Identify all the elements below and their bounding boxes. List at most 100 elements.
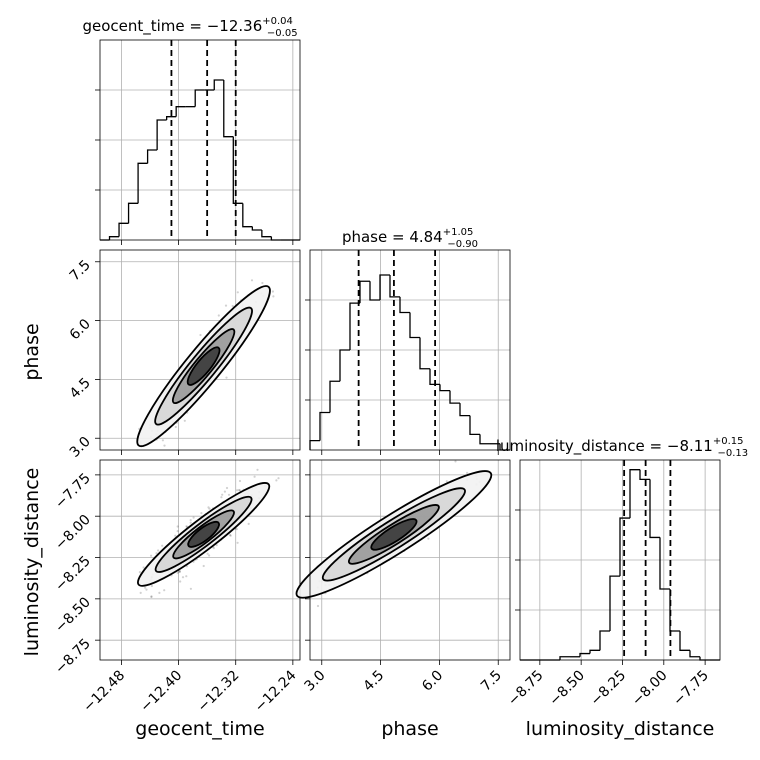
pair-geocent_time-luminosity_distance-sample-351 — [176, 525, 179, 528]
histogram-luminosity-distance: −8.75 −8.50 −8.25 −8.00 −7.75 — [505, 459, 721, 710]
hist-geocent_time-bin-4 — [137, 162, 148, 204]
pair-geocent_time-luminosity_distance-yticklabel-1: −8.50 — [52, 594, 94, 636]
pair-geocent_time-luminosity_distance-sample-124 — [212, 547, 215, 550]
hist-phase-bin-10 — [409, 312, 420, 339]
pair-geocent_time-luminosity_distance-sample-333 — [150, 595, 153, 599]
hist-luminosity_distance-frame — [519, 459, 721, 661]
pair-geocent_time-luminosity_distance-sample-148 — [235, 528, 238, 531]
pair-phase-luminosity_distance-contour-3 — [370, 518, 418, 551]
pair-phase-luminosity_distance-sample-333 — [316, 604, 320, 608]
pair-geocent_time-luminosity_distance-sample-249 — [236, 489, 239, 492]
hist-phase-bin-11 — [419, 337, 430, 370]
pair-geocent_time-luminosity_distance-sample-206 — [189, 587, 192, 590]
pair-geocent_time-luminosity_distance-sample-112 — [157, 549, 160, 552]
hist-luminosity_distance-bin-11 — [629, 469, 640, 519]
pair-geocent_time-luminosity_distance-sample-253 — [253, 475, 256, 478]
pair-geocent_time-luminosity_distance-yticklabel-3: −8.00 — [52, 512, 94, 554]
pair-geocent_time-phase-sample-305 — [183, 419, 186, 422]
pair-geocent_time-luminosity_distance-sample-304 — [221, 493, 224, 496]
hist-geocent_time-bin-1 — [108, 236, 120, 240]
hist-phase-bin-17 — [479, 434, 490, 445]
pair-geocent_time-luminosity_distance-sample-331 — [229, 533, 232, 537]
pair-geocent_time-phase-sample-347 — [250, 279, 254, 282]
pair-geocent_time-luminosity_distance-sample-66 — [200, 511, 203, 515]
pair-geocent_time-luminosity_distance-sample-362 — [163, 589, 166, 592]
pair-phase-luminosity_distance-xticklabel-0: 3.0 — [302, 668, 329, 695]
pair-geocent_time-luminosity_distance-sample-90 — [202, 564, 205, 568]
hist-geocent_time-bin-14 — [232, 136, 243, 204]
pair-geocent_time-luminosity_distance-sample-22 — [256, 468, 259, 471]
histogram-geocent-time — [95, 39, 301, 245]
hist-geocent_time-bin-2 — [118, 222, 129, 237]
pair-phase-luminosity_distance-xticklabel-1: 4.5 — [360, 668, 387, 695]
pair-geocent_time-luminosity_distance-sample-416 — [215, 544, 218, 547]
histogram-phase — [305, 249, 511, 455]
pair-geocent_time-luminosity_distance-sample-23 — [247, 522, 250, 526]
hist-luminosity_distance-xticklabel-1: −8.50 — [546, 668, 588, 710]
hist-phase-bin-5 — [359, 280, 370, 304]
pair-phase-luminosity_distance-xticklabel-3: 7.5 — [478, 668, 505, 695]
hist-geocent_time-frame — [99, 39, 301, 241]
pair-geocent_time-luminosity_distance-sample-168 — [206, 552, 209, 555]
pair-geocent_time-luminosity_distance-sample-10 — [208, 507, 211, 510]
pair-geocent_time-phase-sample-349 — [261, 281, 264, 285]
pair-geocent_time-phase-sample-363 — [161, 439, 164, 442]
pair-geocent_time-luminosity_distance-contour-3 — [187, 520, 220, 548]
hist-luminosity_distance-bin-14 — [659, 537, 670, 590]
hist-phase-bin-7 — [379, 274, 390, 300]
hist-luminosity_distance-bin-8 — [599, 630, 610, 651]
pair-geocent_time-luminosity_distance-sample-352 — [185, 575, 188, 578]
pair-geocent_time-phase-yticklabel-3: 7.5 — [67, 257, 94, 284]
pair-geocent_time-phase-sample-382 — [225, 376, 228, 379]
pair-geocent_time-luminosity_distance-sample-181 — [145, 588, 148, 591]
pair-geocent_time-luminosity_distance-sample-214 — [139, 591, 142, 595]
hist-luminosity_distance-bin-4 — [559, 656, 570, 660]
hist-geocent_time-bin-7 — [166, 116, 177, 120]
hist-luminosity_distance-xticklabel-0: −8.75 — [505, 668, 547, 710]
hist-phase-bin-15 — [459, 403, 470, 417]
pair-geocent_time-luminosity_distance-sample-131 — [189, 519, 192, 522]
pair-geocent_time-luminosity_distance-xticklabel-3: −12.24 — [252, 667, 300, 715]
ylabel-luminosity-distance: luminosity_distance — [21, 468, 43, 657]
hist-phase-bin-9 — [399, 296, 410, 314]
pair-geocent_time-luminosity_distance-sample-115 — [178, 570, 181, 574]
pair-phase-luminosity_distance-xticklabel-2: 6.0 — [419, 668, 446, 695]
hist-phase-bin-0 — [309, 439, 320, 450]
hist-luminosity_distance-bin-16 — [679, 630, 690, 651]
pair-geocent_time-luminosity_distance-sample-269 — [236, 541, 239, 544]
hist-luminosity_distance-bin-9 — [609, 575, 620, 631]
hist-luminosity_distance-bin-12 — [639, 469, 650, 481]
hist-luminosity_distance-xticklabel-4: −7.75 — [670, 668, 712, 710]
pair-geocent_time-luminosity_distance-sample-251 — [227, 493, 231, 496]
pair-geocent_time-phase-sample-221 — [224, 304, 228, 307]
pair-geocent_time-luminosity_distance-yticklabel-4: −7.75 — [52, 470, 94, 512]
hist-luminosity_distance-xticklabel-3: −8.00 — [629, 668, 671, 710]
pair-geocent_time-phase-sample-231 — [217, 314, 220, 317]
hist-geocent_time-bin-15 — [242, 203, 253, 228]
pair-geocent_time-luminosity_distance-sample-137 — [220, 496, 223, 499]
pair-geocent_time-luminosity_distance-sample-361 — [223, 490, 226, 493]
hist-phase-bin-12 — [429, 368, 440, 386]
pair-geocent_time-phase-sample-332 — [174, 425, 177, 429]
hist-luminosity_distance-xticklabel-2: −8.25 — [588, 668, 630, 710]
pair-geocent_time-luminosity_distance-sample-408 — [138, 571, 141, 574]
hist-phase-bin-14 — [449, 390, 460, 404]
pair-geocent_time-luminosity_distance-yticklabel-0: −8.75 — [52, 636, 94, 678]
hist-phase-bin-2 — [329, 380, 340, 413]
pair-geocent_time-luminosity_distance-sample-146 — [150, 595, 153, 598]
hist-geocent_time-bin-6 — [156, 119, 167, 150]
hist-geocent_time-bin-16 — [251, 226, 262, 231]
xlabel-phase: phase — [381, 718, 438, 740]
pair-geocent_time-luminosity_distance-sample-40 — [192, 516, 195, 519]
pair-geocent_time-luminosity_distance-sample-323 — [158, 591, 161, 595]
pair-geocent_time-phase-sample-412 — [231, 304, 234, 308]
pair-phase-luminosity_distance-sample-53 — [454, 460, 457, 463]
pair-geocent_time-phase-sample-386 — [199, 333, 202, 337]
pair-geocent_time-luminosity_distance-sample-19 — [238, 479, 242, 483]
hist-phase-bin-1 — [319, 411, 330, 441]
hist-geocent_time-bin-8 — [175, 106, 186, 117]
pair-phase-luminosity_distance-sample-381 — [466, 471, 469, 474]
density-geocent-time-vs-phase: 3.0 4.5 6.0 7.5 — [67, 249, 301, 461]
hist-phase-bin-6 — [369, 281, 380, 301]
